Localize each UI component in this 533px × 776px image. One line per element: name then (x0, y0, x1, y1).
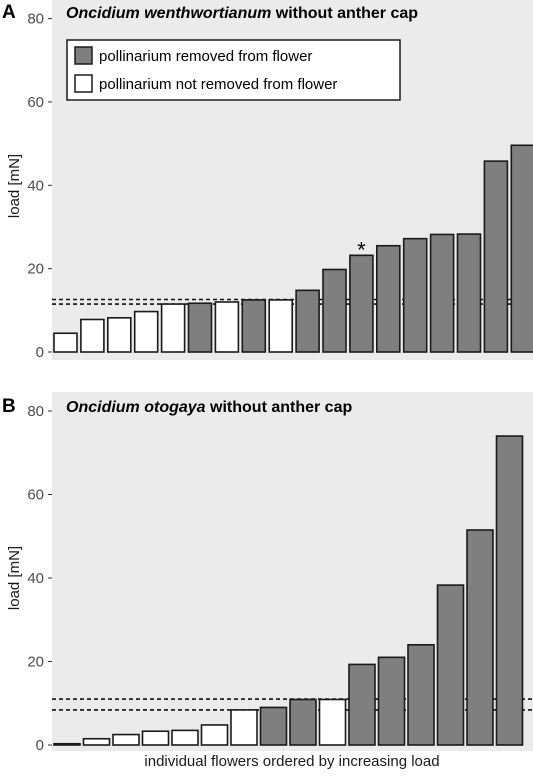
bar-removed (187, 302, 213, 353)
legend-label-removed: pollinarium removed from flower (99, 48, 312, 65)
panel-b-title-rest: without anther cap (206, 399, 353, 416)
bar-removed (466, 529, 494, 746)
bar-not-removed (160, 303, 186, 353)
legend-box (66, 39, 401, 101)
bar-removed (483, 160, 509, 353)
bar-not-removed (214, 301, 240, 353)
significance-marker: * (357, 237, 366, 262)
panel-a: A Oncidium wenthwortianum without anther… (2, 0, 533, 361)
legend-swatch-not-removed (74, 74, 93, 93)
panel-b-title-species: Oncidium otogaya (66, 399, 206, 416)
y-tick-label: 40 (27, 570, 44, 587)
bar-removed (259, 706, 288, 746)
panel-b-x-axis-label: individual flowers ordered by increasing… (144, 753, 439, 770)
bar-not-removed (141, 730, 170, 746)
bar-removed (495, 435, 524, 746)
bar-removed (241, 299, 267, 353)
bar-not-removed (171, 729, 199, 746)
legend-label-not-removed: pollinarium not removed from flower (99, 76, 337, 93)
panel-b-title: Oncidium otogaya without anther cap (66, 399, 352, 416)
y-tick-label: 80 (27, 403, 44, 420)
legend: pollinarium removed from flower pollinar… (66, 39, 401, 101)
y-tick-label: 20 (27, 654, 44, 671)
bar-removed (348, 663, 376, 746)
bar-removed (456, 233, 482, 353)
bar-not-removed (53, 332, 78, 353)
panel-b-y-ticks: 0 20 40 60 80 (27, 403, 52, 754)
panel-a-annotations: * (357, 237, 366, 262)
legend-swatch-removed (74, 46, 93, 65)
panel-a-title-species: Oncidium wenthwortianum (66, 5, 271, 22)
panel-b: B Oncidium otogaya without anther cap lo… (2, 392, 533, 770)
bar-not-removed (107, 317, 132, 353)
bar-not-removed (133, 310, 159, 353)
bar-removed (510, 144, 533, 353)
bar-not-removed (53, 742, 81, 746)
panel-a-title: Oncidium wenthwortianum without anther c… (66, 5, 418, 22)
panel-b-y-axis-label: load [mN] (6, 546, 23, 610)
y-tick-label: 0 (36, 737, 44, 754)
bar-removed (429, 233, 455, 353)
panel-a-y-axis-label: load [mN] (6, 154, 23, 218)
panel-b-letter: B (2, 396, 16, 417)
bar-removed (407, 643, 435, 746)
bar-not-removed (318, 698, 347, 746)
y-tick-label: 0 (36, 344, 44, 361)
bar-not-removed (200, 724, 229, 746)
bar-removed (375, 244, 401, 353)
y-tick-label: 80 (27, 11, 44, 28)
bar-removed (377, 656, 406, 746)
y-tick-label: 60 (27, 487, 44, 504)
panel-a-letter: A (2, 2, 16, 23)
bar-not-removed (268, 299, 294, 353)
y-tick-label: 20 (27, 261, 44, 278)
panel-a-y-ticks: 0 20 40 60 80 (27, 11, 52, 361)
bar-removed (295, 289, 320, 353)
bar-not-removed (82, 737, 111, 746)
bar-removed (402, 237, 428, 353)
bar-removed (289, 698, 317, 746)
bar-removed (322, 268, 347, 353)
bar-not-removed (230, 709, 258, 746)
y-tick-label: 60 (27, 94, 44, 111)
panel-a-title-rest: without anther cap (271, 5, 418, 22)
panel-a-bars (53, 144, 533, 353)
bar-not-removed (112, 733, 140, 746)
bar-removed (349, 254, 374, 353)
y-tick-label: 40 (27, 177, 44, 194)
panel-b-bars (53, 435, 524, 746)
bar-not-removed (80, 318, 105, 353)
bar-removed (436, 584, 465, 746)
